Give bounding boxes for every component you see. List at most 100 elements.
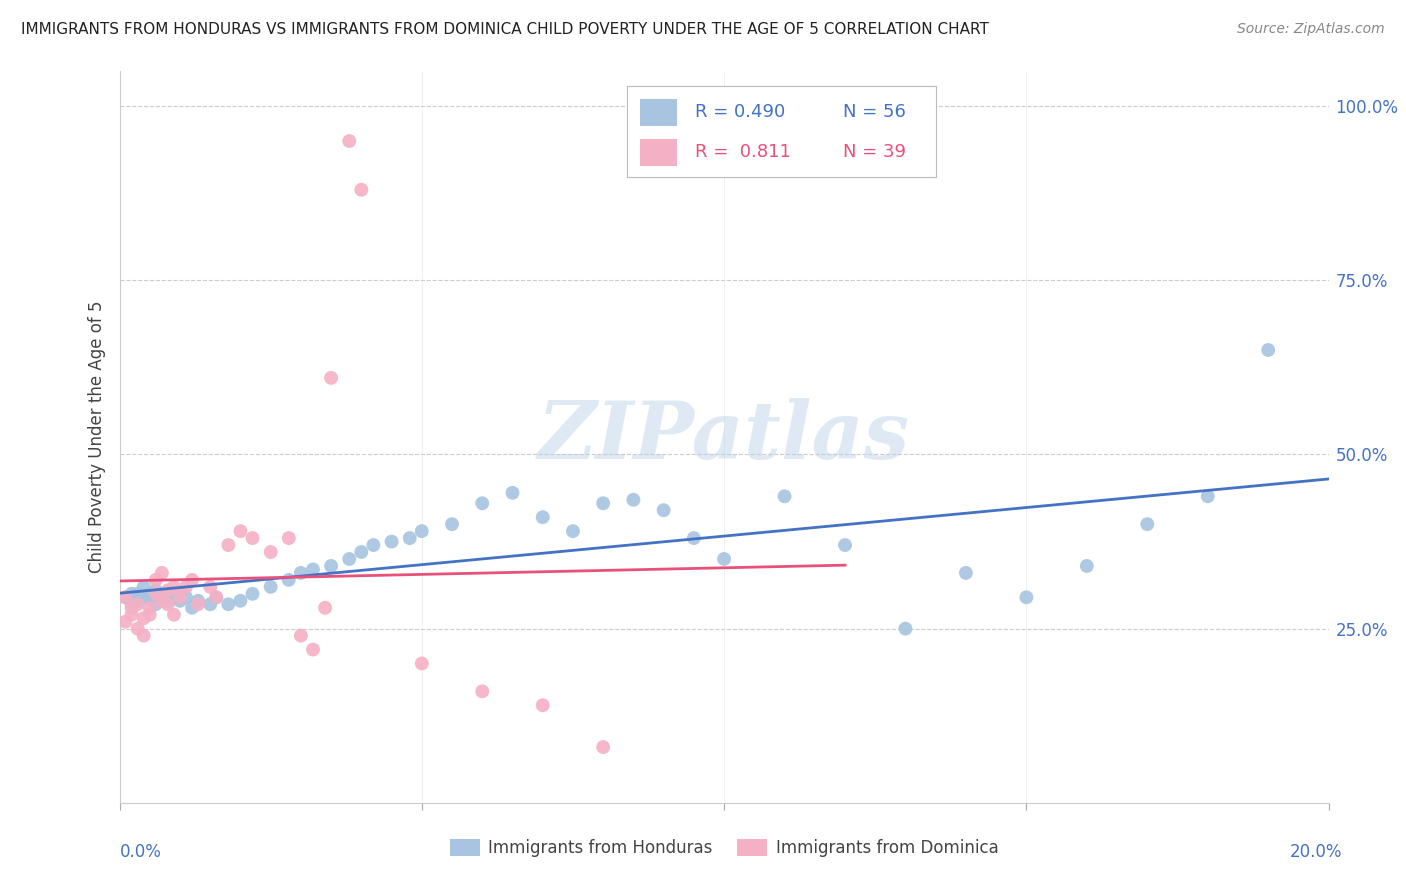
Point [187,597,209,611]
Point [121,587,143,601]
Point [321,371,343,385]
Text: 0.0%: 0.0% [120,843,162,861]
Point [894,622,917,636]
Point [132,611,155,625]
Point [163,580,186,594]
Point [1076,558,1098,573]
Point [242,587,264,601]
Point [132,580,155,594]
Point [350,183,373,197]
Point [277,573,299,587]
Point [1015,591,1038,605]
Point [337,552,360,566]
Text: Source: ZipAtlas.com: Source: ZipAtlas.com [1237,22,1385,37]
Point [169,594,191,608]
Point [138,600,162,615]
Point [652,503,675,517]
Point [138,587,162,601]
Point [217,597,239,611]
Point [174,580,197,594]
Point [174,591,197,605]
Point [713,552,735,566]
Point [471,684,494,698]
Point [163,607,186,622]
Point [205,591,228,605]
Point [156,594,179,608]
Point [592,496,614,510]
Text: 20.0%: 20.0% [1291,843,1343,861]
Point [682,531,704,545]
Point [150,594,173,608]
Point [132,591,155,605]
Point [337,134,360,148]
Point [145,583,167,598]
Point [217,538,239,552]
Point [321,558,343,573]
Point [561,524,585,538]
Point [363,538,385,552]
Point [169,591,191,605]
Point [411,657,433,671]
Point [1136,517,1159,532]
Point [138,607,162,622]
Point [531,698,554,713]
Point [302,562,325,576]
Point [169,587,191,601]
Point [156,583,179,598]
Point [127,622,149,636]
Point [127,594,149,608]
Point [242,531,264,545]
Point [834,538,856,552]
Point [955,566,977,580]
Point [501,485,523,500]
Point [259,545,281,559]
Point [229,524,252,538]
Point [145,597,167,611]
Point [471,496,494,510]
Point [621,492,644,507]
Point [440,517,463,532]
Point [290,566,312,580]
Point [200,580,222,594]
Point [380,534,402,549]
Point [127,597,149,611]
Point [200,597,222,611]
Point [531,510,554,524]
Point [205,591,228,605]
Point [145,587,167,601]
Point [290,629,312,643]
Point [411,524,433,538]
Point [398,531,420,545]
Point [150,591,173,605]
Text: ZIPatlas: ZIPatlas [538,399,910,475]
Point [114,615,136,629]
Point [187,594,209,608]
Point [181,600,204,615]
Text: IMMIGRANTS FROM HONDURAS VS IMMIGRANTS FROM DOMINICA CHILD POVERTY UNDER THE AGE: IMMIGRANTS FROM HONDURAS VS IMMIGRANTS F… [21,22,988,37]
Point [132,629,155,643]
Point [181,573,204,587]
Point [156,587,179,601]
Point [314,600,336,615]
Point [1257,343,1279,357]
Legend: Immigrants from Honduras, Immigrants from Dominica: Immigrants from Honduras, Immigrants fro… [443,832,1005,864]
Point [277,531,299,545]
Point [114,591,136,605]
Point [259,580,281,594]
Point [150,566,173,580]
Point [145,573,167,587]
Point [150,587,173,601]
Point [163,591,186,605]
Point [156,597,179,611]
Y-axis label: Child Poverty Under the Age of 5: Child Poverty Under the Age of 5 [87,301,105,574]
Point [138,591,162,605]
Point [229,594,252,608]
Point [773,489,796,503]
Point [121,600,143,615]
Point [302,642,325,657]
Point [592,740,614,755]
Point [121,597,143,611]
Point [350,545,373,559]
Point [114,591,136,605]
Point [121,607,143,622]
